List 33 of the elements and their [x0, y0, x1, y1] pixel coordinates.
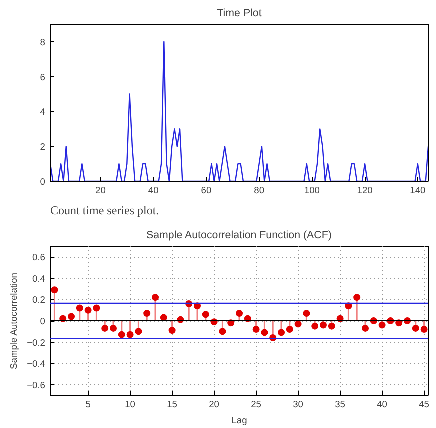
x-tick-label: 40	[377, 400, 388, 410]
x-tick-label: 35	[335, 400, 346, 410]
text: Count time series plot.	[50, 204, 160, 218]
y-tick-label: 0.6	[32, 252, 46, 263]
y-tick-label: 8	[40, 37, 46, 48]
y-tick-label: 0	[40, 316, 46, 326]
chart-title: Sample Autocorrelation Function (ACF)	[146, 230, 332, 242]
y-axis-title: Sample Autocorrelation	[9, 273, 20, 370]
x-tick-label: 80	[254, 186, 265, 196]
x-tick-label: 5	[86, 400, 91, 410]
y-tick-label: −0.2	[27, 338, 46, 348]
y-tick-label: 0	[40, 177, 46, 187]
x-tick-label: 40	[148, 186, 159, 196]
y-tick-label: 0.4	[32, 274, 46, 284]
x-tick-label: 140	[410, 186, 426, 196]
x-tick-label: 10	[125, 400, 136, 410]
y-tick-label: 6	[40, 72, 46, 82]
x-tick-label: 45	[419, 400, 430, 410]
x-tick-label: 15	[167, 400, 178, 410]
y-tick-label: 0.2	[32, 295, 46, 306]
x-tick-label: 120	[357, 186, 373, 196]
x-tick-label: 20	[209, 400, 220, 410]
y-tick-label: −0.6	[27, 380, 46, 390]
y-tick-label: 2	[40, 142, 46, 152]
x-tick-label: 30	[293, 400, 304, 410]
x-axis-title: Lag	[232, 416, 248, 426]
x-tick-label: 20	[96, 186, 106, 196]
chart-title: Time Plot	[217, 8, 262, 20]
x-tick-label: 25	[251, 400, 262, 410]
x-tick-label: 100	[304, 186, 320, 196]
y-tick-label: −0.4	[27, 359, 46, 370]
y-tick-label: 4	[40, 107, 46, 118]
x-tick-label: 60	[201, 186, 212, 196]
